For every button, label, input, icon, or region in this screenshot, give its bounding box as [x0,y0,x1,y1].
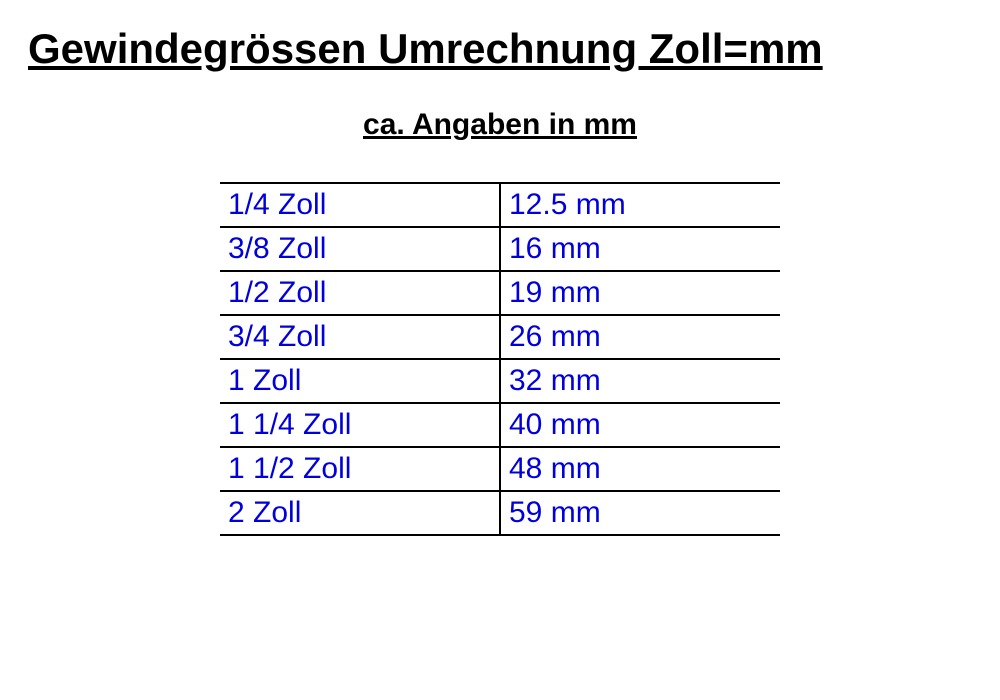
page-subtitle: ca. Angaben in mm [0,108,1000,142]
zoll-cell: 3/8 Zoll [220,227,500,271]
mm-cell: 32 mm [500,359,780,403]
zoll-cell: 1 1/2 Zoll [220,447,500,491]
mm-cell: 40 mm [500,403,780,447]
table-row: 1 Zoll 32 mm [220,359,780,403]
table-container: 1/4 Zoll 12.5 mm 3/8 Zoll 16 mm 1/2 Zoll… [0,182,1000,536]
page-title: Gewindegrössen Umrechnung Zoll=mm [0,25,1000,73]
mm-cell: 19 mm [500,271,780,315]
zoll-cell: 2 Zoll [220,491,500,535]
zoll-cell: 1 Zoll [220,359,500,403]
table-row: 1/2 Zoll 19 mm [220,271,780,315]
zoll-cell: 3/4 Zoll [220,315,500,359]
zoll-cell: 1 1/4 Zoll [220,403,500,447]
table-row: 1 1/2 Zoll 48 mm [220,447,780,491]
table-row: 3/4 Zoll 26 mm [220,315,780,359]
table-row: 2 Zoll 59 mm [220,491,780,535]
mm-cell: 48 mm [500,447,780,491]
mm-cell: 12.5 mm [500,183,780,227]
table-row: 1 1/4 Zoll 40 mm [220,403,780,447]
conversion-table: 1/4 Zoll 12.5 mm 3/8 Zoll 16 mm 1/2 Zoll… [220,182,780,536]
mm-cell: 59 mm [500,491,780,535]
zoll-cell: 1/2 Zoll [220,271,500,315]
zoll-cell: 1/4 Zoll [220,183,500,227]
table-row: 1/4 Zoll 12.5 mm [220,183,780,227]
mm-cell: 16 mm [500,227,780,271]
mm-cell: 26 mm [500,315,780,359]
table-row: 3/8 Zoll 16 mm [220,227,780,271]
